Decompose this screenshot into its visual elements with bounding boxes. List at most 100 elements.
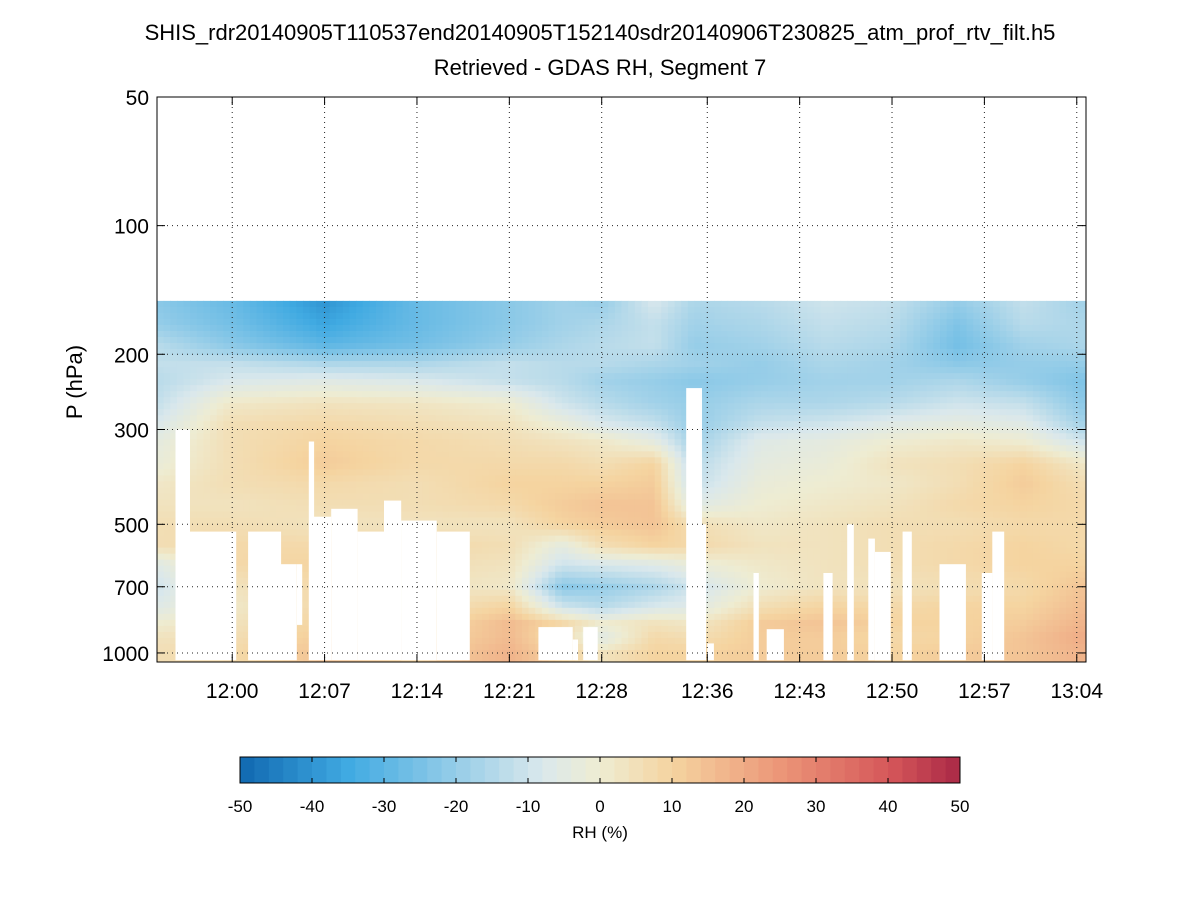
heatmap-cell (309, 355, 317, 362)
heatmap-cell (588, 421, 596, 428)
heatmap-cell (196, 415, 205, 422)
heatmap-cell (847, 403, 855, 410)
heatmap-cell (608, 457, 616, 464)
heatmap-cell (979, 367, 988, 374)
heatmap-cell (263, 475, 271, 483)
heatmap-cell (959, 397, 968, 404)
heatmap-cell (847, 355, 855, 362)
heatmap-cell (170, 463, 178, 470)
heatmap-cell (621, 330, 629, 338)
heatmap-cell (893, 318, 901, 326)
heatmap-cell (1039, 343, 1047, 350)
heatmap-cell (833, 318, 842, 326)
heatmap-cell (999, 475, 1007, 483)
heatmap-cell (415, 481, 424, 489)
heatmap-cell (223, 493, 231, 501)
heatmap-cell (608, 391, 616, 398)
heatmap-cell (760, 421, 769, 428)
heatmap-cell (183, 324, 191, 332)
heatmap-cell (502, 409, 510, 416)
heatmap-cell (336, 300, 344, 308)
heatmap-cell (641, 451, 649, 458)
heatmap-cell (953, 312, 961, 320)
heatmap-cell (880, 306, 888, 314)
heatmap-cell (375, 451, 384, 458)
heatmap-cell (926, 336, 934, 344)
heatmap-cell (276, 433, 284, 440)
heatmap-cell (880, 312, 888, 320)
heatmap-cell (920, 451, 928, 458)
heatmap-cell (176, 300, 185, 308)
heatmap-cell (893, 361, 901, 368)
heatmap-cell (256, 312, 264, 320)
heatmap-cell (409, 355, 417, 362)
heatmap-cell (867, 330, 875, 338)
heatmap-cell (933, 361, 941, 368)
heatmap-cell (707, 355, 715, 362)
heatmap-cell (820, 469, 828, 477)
heatmap-cell (575, 385, 583, 392)
heatmap-cell (475, 385, 483, 392)
heatmap-cell (502, 511, 510, 519)
heatmap-cell (429, 451, 437, 458)
heatmap-cell (886, 481, 895, 489)
heatmap-cell (1026, 312, 1034, 320)
heatmap-cell (721, 451, 729, 458)
heatmap-cell (541, 439, 550, 446)
heatmap-cell (920, 379, 928, 386)
heatmap-cell (966, 373, 974, 380)
heatmap-cell (269, 511, 278, 519)
heatmap-cell (356, 318, 364, 326)
heatmap-cell (362, 493, 370, 501)
heatmap-cell (979, 433, 988, 440)
heatmap-cell (309, 318, 317, 326)
heatmap-cell (276, 427, 284, 434)
heatmap-cell (541, 324, 550, 332)
heatmap-cell (502, 469, 510, 477)
heatmap-cell (455, 355, 463, 362)
heatmap-cell (575, 421, 583, 428)
heatmap-cell (867, 457, 875, 464)
heatmap-cell (170, 415, 178, 422)
heatmap-cell (721, 445, 729, 452)
heatmap-cell (966, 343, 974, 350)
heatmap-cell (833, 487, 842, 495)
heatmap-cell (827, 343, 835, 350)
heatmap-cell (356, 379, 364, 386)
heatmap-cell (614, 439, 623, 446)
heatmap-cell (674, 367, 682, 374)
heatmap-cell (867, 306, 875, 314)
heatmap-cell (628, 385, 636, 392)
heatmap-cell (296, 451, 304, 458)
heatmap-cell (594, 451, 603, 458)
heatmap-cell (933, 349, 941, 356)
heatmap-cell (442, 349, 450, 356)
heatmap-cell (867, 403, 875, 410)
heatmap-cell (794, 421, 802, 428)
heatmap-cell (661, 469, 669, 477)
heatmap-cell (515, 475, 523, 483)
heatmap-cell (827, 385, 835, 392)
heatmap-cell (886, 312, 895, 320)
heatmap-cell (1006, 481, 1014, 489)
heatmap-cell (993, 306, 1001, 314)
heatmap-cell (628, 403, 636, 410)
heatmap-cell (986, 306, 994, 314)
heatmap-cell (714, 330, 722, 338)
heatmap-cell (621, 367, 629, 374)
heatmap-cell (581, 409, 589, 416)
heatmap-cell (747, 343, 755, 350)
heatmap-cell (813, 475, 822, 483)
heatmap-cell (336, 439, 344, 446)
heatmap-cell (986, 391, 994, 398)
heatmap-cell (827, 397, 835, 404)
heatmap-cell (309, 361, 317, 368)
heatmap-cell (535, 427, 543, 434)
heatmap-cell (276, 318, 284, 326)
heatmap-cell (840, 421, 848, 428)
heatmap-cell (588, 373, 596, 380)
heatmap-cell (813, 481, 822, 489)
heatmap-cell (515, 451, 523, 458)
heatmap-cell (163, 397, 171, 404)
heatmap-cell (886, 336, 895, 344)
